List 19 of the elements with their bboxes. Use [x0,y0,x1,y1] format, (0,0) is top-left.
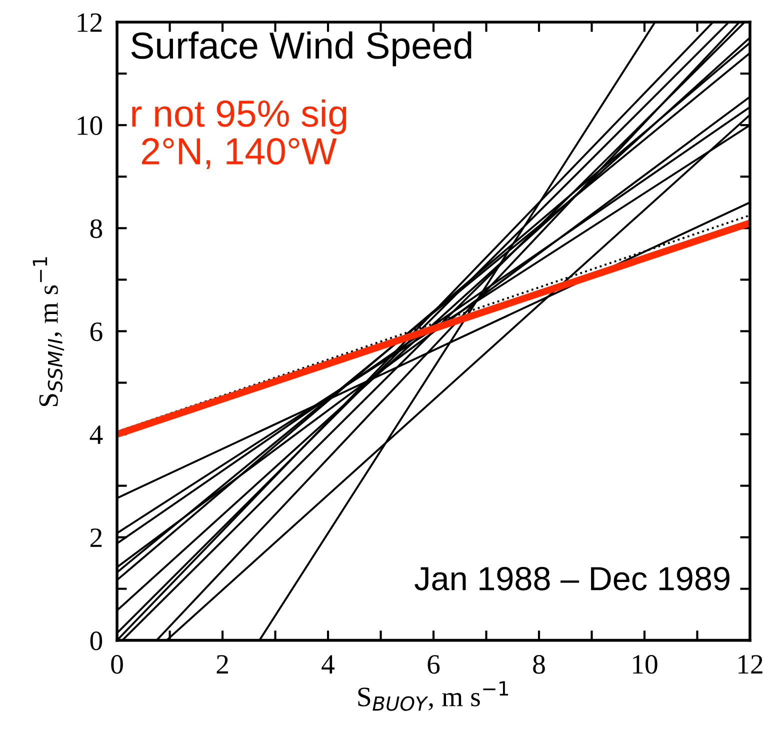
y-tick-label: 0 [90,631,102,650]
x-axis-title: S$_{BUOY}$, m s$^{−1}$ [358,681,508,711]
y-tick-label: 10 [78,116,102,136]
x-tick-label: 12 [738,655,762,674]
annotation: Jan 1988 – Dec 1989 [414,566,730,590]
y-tick-label: 4 [90,426,103,444]
text: r not 95% sig 2°N, 140°W [132,99,346,170]
x-tick-label: 8 [533,655,545,674]
y-tick-label: 2 [90,528,102,547]
y-tick-label: 12 [78,13,102,32]
y-tick-label: 6 [90,322,102,342]
x-tick-label: 4 [322,655,335,674]
y-tick-label: 8 [90,219,102,238]
x-tick-label: 10 [633,655,658,674]
x-tick-label: 0 [111,655,123,674]
x-tick-label: 2 [216,655,228,674]
chart-title: Surface Wind Speed [131,31,472,66]
y-axis-title: S$_{SSM/I}$, m s$^{−1}$ [32,257,64,406]
x-tick-label: 6 [428,655,440,674]
